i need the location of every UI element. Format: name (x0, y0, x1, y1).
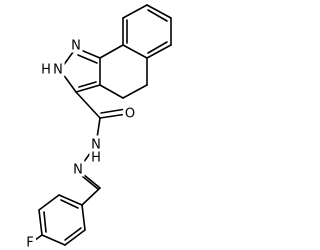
bonds (30, 4, 172, 246)
atom-label: H (91, 151, 101, 166)
atom-label: O (125, 107, 135, 122)
atom-label: N (53, 63, 63, 78)
atom-label: N (73, 163, 83, 178)
atom-label: N (91, 138, 101, 153)
atom-label: H (41, 63, 51, 78)
atom-label: F (26, 236, 33, 250)
molecule: N H N O N H N F (26, 4, 172, 250)
atom-label: N (71, 39, 81, 54)
